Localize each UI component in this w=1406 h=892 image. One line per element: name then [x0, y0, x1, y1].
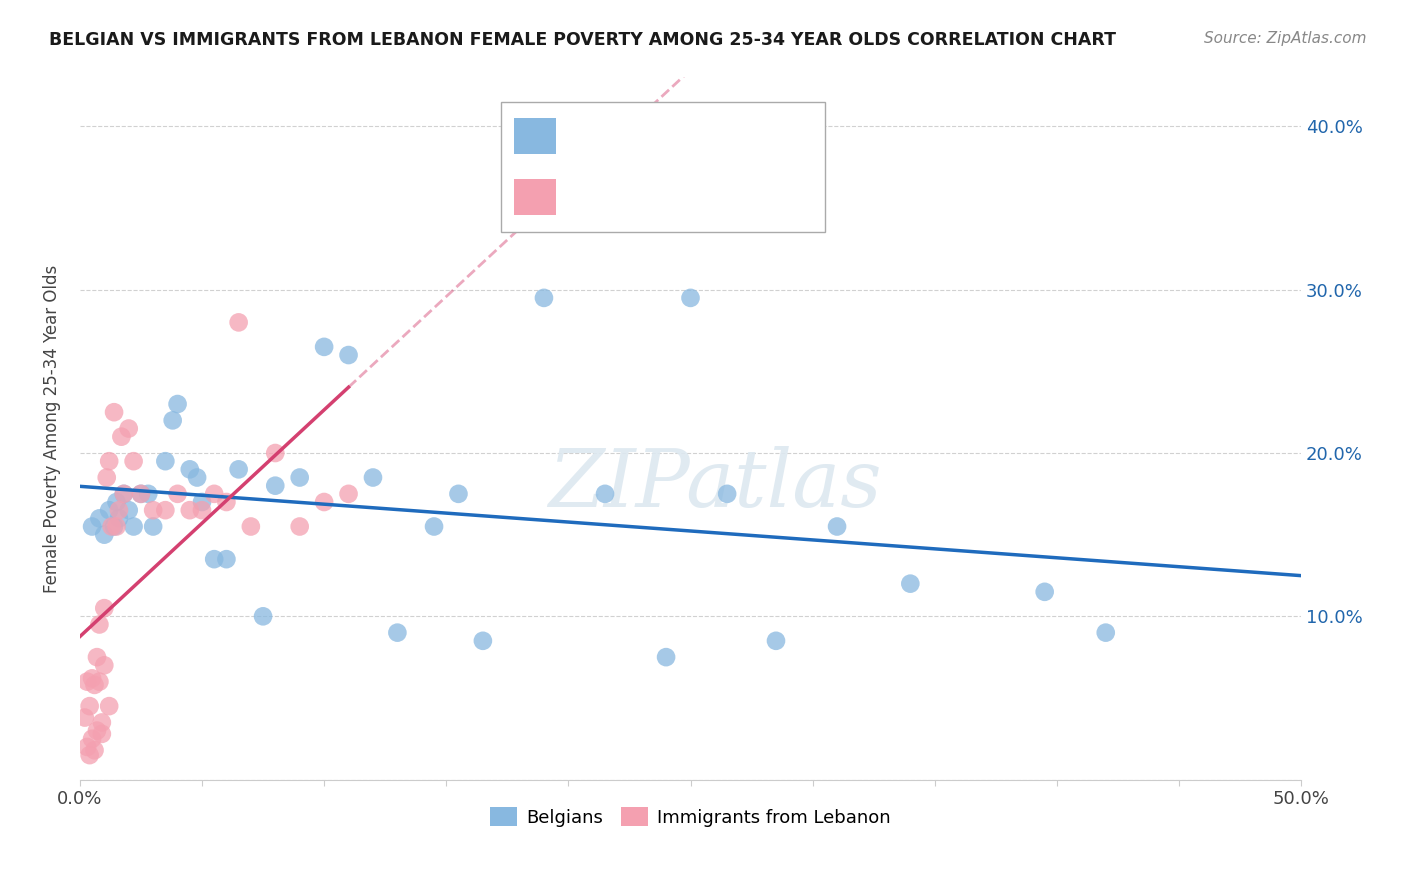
Point: [191, 495, 214, 509]
Point: [155, 454, 177, 468]
Point: [179, 462, 201, 476]
Point: [118, 503, 141, 517]
Point: [112, 487, 135, 501]
Point: [86, 650, 108, 665]
Point: [288, 470, 311, 484]
Point: [155, 503, 177, 517]
Point: [186, 470, 208, 484]
Point: [228, 462, 250, 476]
Point: [112, 487, 135, 501]
Point: [93, 658, 115, 673]
Point: [142, 519, 165, 533]
Point: [264, 478, 287, 492]
Point: [129, 487, 152, 501]
Point: [361, 470, 384, 484]
Point: [593, 487, 616, 501]
Point: [73, 710, 96, 724]
Point: [655, 650, 678, 665]
Point: [108, 511, 131, 525]
Point: [80, 672, 103, 686]
Point: [86, 723, 108, 738]
Point: [215, 552, 238, 566]
Point: [105, 495, 128, 509]
Point: [122, 519, 145, 533]
Point: [1094, 625, 1116, 640]
Point: [252, 609, 274, 624]
Point: [1033, 584, 1056, 599]
Point: [264, 446, 287, 460]
Point: [898, 576, 921, 591]
Point: [202, 552, 225, 566]
Point: [96, 470, 118, 484]
Point: [825, 519, 848, 533]
Point: [471, 633, 494, 648]
Point: [166, 487, 188, 501]
Point: [118, 421, 141, 435]
Point: [314, 495, 336, 509]
Point: [105, 519, 128, 533]
Point: [110, 430, 132, 444]
Point: [83, 743, 105, 757]
Point: [765, 633, 787, 648]
Text: BELGIAN VS IMMIGRANTS FROM LEBANON FEMALE POVERTY AMONG 25-34 YEAR OLDS CORRELAT: BELGIAN VS IMMIGRANTS FROM LEBANON FEMAL…: [49, 31, 1116, 49]
Point: [142, 503, 165, 517]
Point: [202, 487, 225, 501]
Point: [228, 315, 250, 329]
Point: [76, 739, 98, 754]
Point: [239, 519, 262, 533]
Point: [679, 291, 702, 305]
Point: [90, 727, 112, 741]
Point: [93, 601, 115, 615]
Point: [76, 674, 98, 689]
Legend: Belgians, Immigrants from Lebanon: Belgians, Immigrants from Lebanon: [482, 800, 898, 834]
Point: [79, 699, 101, 714]
Point: [90, 715, 112, 730]
Point: [162, 413, 184, 427]
Point: [98, 454, 121, 468]
Point: [387, 625, 409, 640]
Point: [93, 527, 115, 541]
Point: [423, 519, 446, 533]
Point: [83, 678, 105, 692]
Point: [98, 699, 121, 714]
Point: [103, 405, 125, 419]
Point: [80, 731, 103, 746]
Point: [129, 487, 152, 501]
Point: [98, 503, 121, 517]
Point: [314, 340, 336, 354]
Point: [533, 291, 555, 305]
Point: [89, 674, 111, 689]
Point: [191, 503, 214, 517]
Point: [447, 487, 470, 501]
Text: ZIPatlas: ZIPatlas: [548, 446, 882, 524]
Point: [89, 511, 111, 525]
Point: [136, 487, 159, 501]
Point: [288, 519, 311, 533]
Point: [89, 617, 111, 632]
Point: [166, 397, 188, 411]
Point: [103, 519, 125, 533]
Point: [108, 503, 131, 517]
Point: [716, 487, 738, 501]
Point: [100, 519, 122, 533]
Y-axis label: Female Poverty Among 25-34 Year Olds: Female Poverty Among 25-34 Year Olds: [44, 264, 60, 592]
Point: [337, 487, 360, 501]
Point: [337, 348, 360, 362]
Point: [122, 454, 145, 468]
Point: [79, 748, 101, 763]
Point: [215, 495, 238, 509]
Point: [179, 503, 201, 517]
Point: [80, 519, 103, 533]
Text: Source: ZipAtlas.com: Source: ZipAtlas.com: [1204, 31, 1367, 46]
